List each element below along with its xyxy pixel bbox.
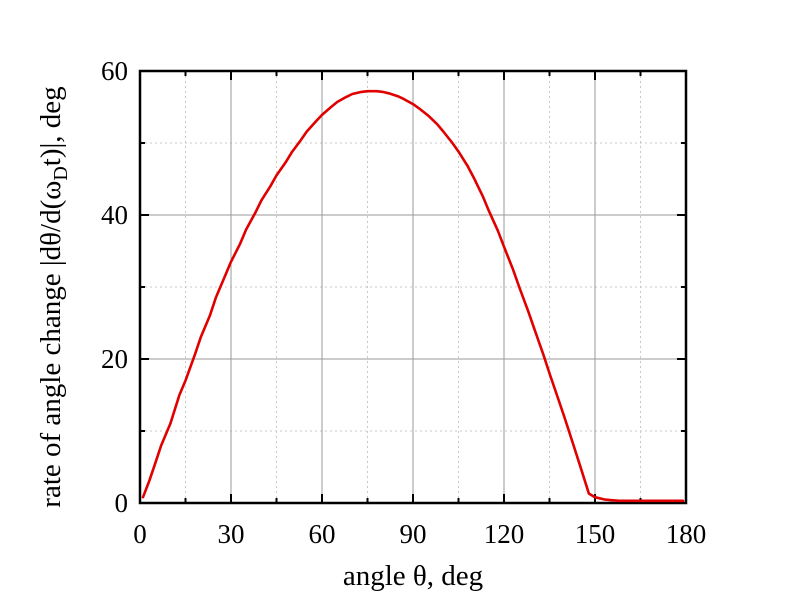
x-tick-label: 60 xyxy=(309,519,336,549)
grid xyxy=(140,71,686,503)
x-axis-label: angle θ, deg xyxy=(343,560,483,592)
plot-frame xyxy=(138,69,688,505)
x-tick-label: 120 xyxy=(484,519,525,549)
x-tick-label: 90 xyxy=(400,519,427,549)
x-tick-label: 150 xyxy=(575,519,616,549)
y-tick-label: 40 xyxy=(101,200,128,230)
y-tick-label: 20 xyxy=(101,344,128,374)
tick-labels: 0 30 60 90 120 150 180 0 20 40 60 xyxy=(101,56,706,549)
x-tick-label: 0 xyxy=(133,519,147,549)
x-tick-label: 30 xyxy=(218,519,245,549)
x-tick-label: 180 xyxy=(666,519,707,549)
y-axis-label-main: rate of angle change |dθ/d(ω xyxy=(35,181,67,508)
y-axis-label: rate of angle change |dθ/d(ωDt)|, deg xyxy=(35,86,72,507)
y-axis-label-subscript: D xyxy=(50,166,72,180)
y-tick-label: 60 xyxy=(101,56,128,86)
y-tick-label: 0 xyxy=(115,488,129,518)
y-axis-label-tail: t)|, deg xyxy=(35,86,67,166)
series-line xyxy=(141,89,685,503)
